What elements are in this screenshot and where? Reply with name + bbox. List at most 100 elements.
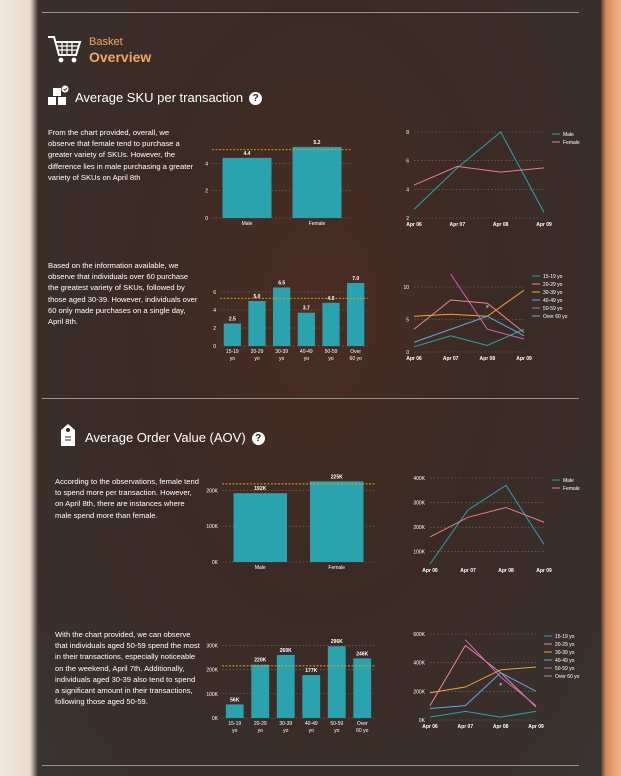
x-tick-label: 60 yo xyxy=(350,356,362,362)
data-label: 7.0 xyxy=(352,276,359,282)
help-icon[interactable]: ? xyxy=(251,432,265,445)
legend-label: 50-59 yo xyxy=(543,306,563,312)
series-point xyxy=(499,682,502,686)
x-tick-label: Male xyxy=(242,221,253,227)
top-divider xyxy=(42,12,579,13)
data-label: 3.7 xyxy=(303,306,310,312)
x-tick-label: Apr 06 xyxy=(406,222,422,228)
series-line xyxy=(464,639,537,707)
bar xyxy=(276,654,295,718)
legend-label: 20-29 yo xyxy=(543,282,563,288)
data-label: 4.8 xyxy=(328,296,335,302)
x-tick-label: 15-19 xyxy=(228,721,241,727)
legend-label: 30-39 yo xyxy=(543,290,563,296)
bar xyxy=(292,146,342,218)
x-tick-label: 40-49 xyxy=(300,349,313,355)
bar xyxy=(223,323,241,346)
legend-label: 15-19 yo xyxy=(555,634,575,640)
series-line xyxy=(429,506,545,538)
chart-aov-by-age-bar: 0K100K200K300K56K15-19yo220K20-29yo260K3… xyxy=(206,639,375,734)
y-tick-label: 4 xyxy=(213,308,216,314)
series-line xyxy=(413,299,525,333)
data-label: 192K xyxy=(254,486,266,492)
x-tick-label: Apr 08 xyxy=(498,568,514,574)
bar xyxy=(302,675,321,718)
x-tick-label: Apr 07 xyxy=(443,356,459,362)
data-label: 4.4 xyxy=(244,151,251,157)
x-tick-label: Apr 07 xyxy=(450,222,466,228)
series-point xyxy=(486,305,489,308)
x-tick-label: 20-29 xyxy=(251,349,264,355)
x-tick-label: Apr 07 xyxy=(458,724,474,730)
y-tick-label: 0K xyxy=(212,560,219,566)
data-label: 5.0 xyxy=(254,294,261,300)
y-tick-label: 5 xyxy=(406,318,409,324)
chart-sku-by-gender-line: 2 4 6 8 Apr 06 Apr 07 Apr 08 Apr 09 Male Female xyxy=(406,130,580,228)
x-tick-label: Apr 06 xyxy=(422,568,438,574)
y-tick-label: 200K xyxy=(206,668,218,674)
bar xyxy=(225,704,244,718)
series-line xyxy=(429,672,537,710)
y-tick-label: 0K xyxy=(212,716,219,722)
x-tick-label: yo xyxy=(232,728,238,734)
y-tick-label: 2 xyxy=(213,326,216,332)
data-label: 225K xyxy=(331,474,343,480)
x-tick-label: yo xyxy=(304,356,310,362)
series-line xyxy=(413,315,525,343)
bar xyxy=(273,287,291,346)
header-label: Basket xyxy=(89,36,123,48)
legend-label: Over 60 yo xyxy=(543,314,568,320)
x-tick-label: Apr 09 xyxy=(536,222,552,228)
bar xyxy=(322,302,340,346)
x-tick-label: 20-29 xyxy=(254,721,267,727)
bar xyxy=(233,493,288,562)
y-tick-label: 4 xyxy=(406,187,409,193)
legend-label: 40-49 yo xyxy=(555,658,575,664)
legend-label: Male xyxy=(563,478,574,484)
x-tick-label: yo xyxy=(334,728,340,734)
x-tick-label: Apr 07 xyxy=(460,568,476,574)
y-tick-label: 2 xyxy=(205,189,208,195)
chart-sku-by-age-bar: 02462.515-19yo5.020-29yo6.530-39yo3.740-… xyxy=(213,276,368,362)
series-line xyxy=(413,328,525,348)
x-tick-label: Apr 08 xyxy=(493,222,509,228)
y-tick-label: 0K xyxy=(419,718,426,724)
y-tick-label: 100K xyxy=(206,524,218,530)
dashboard-panel xyxy=(38,0,601,776)
bar xyxy=(347,283,365,346)
page-title: Overview xyxy=(89,49,152,65)
y-tick-label: 600K xyxy=(413,632,425,638)
section-title-aov: Average Order Value (AOV)? xyxy=(85,430,265,445)
data-label: 177K xyxy=(305,668,317,674)
legend-label: 15-19 yo xyxy=(543,274,563,280)
sku-gender-insight: From the chart provided, overall, we obs… xyxy=(48,128,194,182)
chart-aov-by-gender-bar: 0K 100K 200K 192K Male 225K Female xyxy=(206,474,375,571)
help-icon[interactable]: ? xyxy=(249,92,263,105)
y-tick-label: 2 xyxy=(406,216,409,222)
bar xyxy=(222,157,272,218)
x-tick-label: 40-49 xyxy=(305,721,318,727)
x-tick-label: Apr 06 xyxy=(406,356,422,362)
y-tick-label: 300K xyxy=(413,501,425,507)
y-tick-label: 6 xyxy=(213,290,216,296)
x-tick-label: Female xyxy=(328,565,345,571)
chart-aov-by-age-line: 0K 200K 400K 600K Apr 06 Apr 07 Apr 08 Apr 09 15… xyxy=(413,632,580,730)
x-tick-label: Over xyxy=(350,349,361,355)
y-tick-label: 0 xyxy=(406,350,409,356)
data-label: 246K xyxy=(356,651,368,657)
y-tick-label: 100K xyxy=(413,550,425,556)
series-line xyxy=(413,289,525,317)
bar xyxy=(309,481,364,562)
bar xyxy=(353,658,372,718)
x-tick-label: Female xyxy=(309,221,326,227)
legend-label: Over 60 yo xyxy=(555,674,580,680)
x-tick-label: Apr 09 xyxy=(528,724,544,730)
legend-label: Male xyxy=(563,132,574,138)
y-tick-label: 400K xyxy=(413,476,425,482)
x-tick-label: yo xyxy=(328,356,334,362)
y-tick-label: 6 xyxy=(406,159,409,165)
y-tick-label: 100K xyxy=(206,692,218,698)
data-label: 5.2 xyxy=(314,140,321,146)
y-tick-label: 200K xyxy=(206,488,218,494)
section-title-aov-text: Average Order Value (AOV) xyxy=(85,430,246,445)
